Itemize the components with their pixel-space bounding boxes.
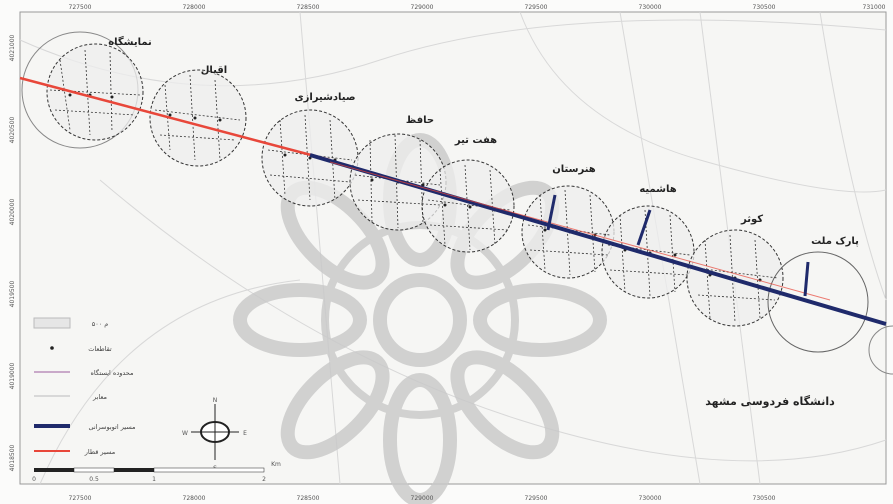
y-tick: 4019000 xyxy=(9,362,16,389)
station-label-honarestan: هنرستان xyxy=(552,164,596,175)
x-tick: 730000 xyxy=(639,4,662,11)
legend-label-lrt-line: مسیر قطار xyxy=(84,448,115,456)
station-label-kowsar: کوثر xyxy=(740,214,763,225)
legend-label-intersections: تقاطعات xyxy=(88,345,112,353)
scale-segment xyxy=(34,468,74,472)
legend-swatch-intersections xyxy=(50,346,54,350)
x-tick-bottom: 729500 xyxy=(525,495,548,502)
compass-west: W xyxy=(182,430,188,437)
scale-label: 2 xyxy=(262,476,266,483)
legend-label-buffer: ۵۰۰ م xyxy=(92,320,109,328)
legend-label-brt-line: مسیر اتوبوسرانی xyxy=(88,423,135,431)
station-label-namayeshgah: نمایشگاه xyxy=(108,35,152,48)
station-label-park-mellat: پارک ملت xyxy=(811,236,859,247)
x-tick: 729000 xyxy=(411,4,434,11)
scale-segment xyxy=(154,468,264,472)
x-tick-bottom: 728500 xyxy=(297,495,320,502)
y-tick: 4019500 xyxy=(9,280,16,307)
y-tick: 4018500 xyxy=(9,444,16,471)
x-tick-bottom: 728000 xyxy=(183,495,206,502)
x-tick: 730500 xyxy=(753,4,776,11)
x-tick-bottom: 727500 xyxy=(69,495,92,502)
scale-segment xyxy=(74,468,114,472)
y-tick: 4021000 xyxy=(9,34,16,61)
x-tick: 728500 xyxy=(297,4,320,11)
x-tick: 731000 xyxy=(863,4,886,11)
buffer-namayeshgah xyxy=(47,44,143,140)
buffer-eqbal xyxy=(150,70,246,166)
station-label-haft-tir: هفت تیر xyxy=(454,135,497,146)
x-tick: 729500 xyxy=(525,4,548,11)
legend-label-station-area: محدوده ایستگاه xyxy=(91,369,134,377)
scale-unit: Km xyxy=(271,461,281,468)
station-label-eqbal: اقبال xyxy=(201,65,228,76)
station-label-hafez: حافظ xyxy=(406,115,434,126)
x-tick: 728000 xyxy=(183,4,206,11)
station-label-sayad: صیادشیرازی xyxy=(294,92,355,103)
scale-label: 0.5 xyxy=(89,476,99,483)
compass-east: E xyxy=(243,430,247,437)
scale-label: 0 xyxy=(32,476,36,483)
x-tick-bottom: 729000 xyxy=(411,495,434,502)
x-tick-bottom: 730000 xyxy=(639,495,662,502)
y-tick: 4020500 xyxy=(9,116,16,143)
legend-swatch-buffer xyxy=(34,318,70,328)
scale-segment xyxy=(114,468,154,472)
y-tick: 4020000 xyxy=(9,198,16,225)
x-tick: 727500 xyxy=(69,4,92,11)
x-tick-bottom: 730500 xyxy=(753,495,776,502)
station-label-hashemieh: هاشمیه xyxy=(639,184,676,195)
university-label: دانشگاه فردوسی مشهد xyxy=(705,395,835,408)
buffer-haft-tir xyxy=(422,160,514,252)
legend-label-streets: معابر xyxy=(92,393,107,401)
scale-label: 1 xyxy=(152,476,156,483)
compass-north: N xyxy=(213,397,218,404)
